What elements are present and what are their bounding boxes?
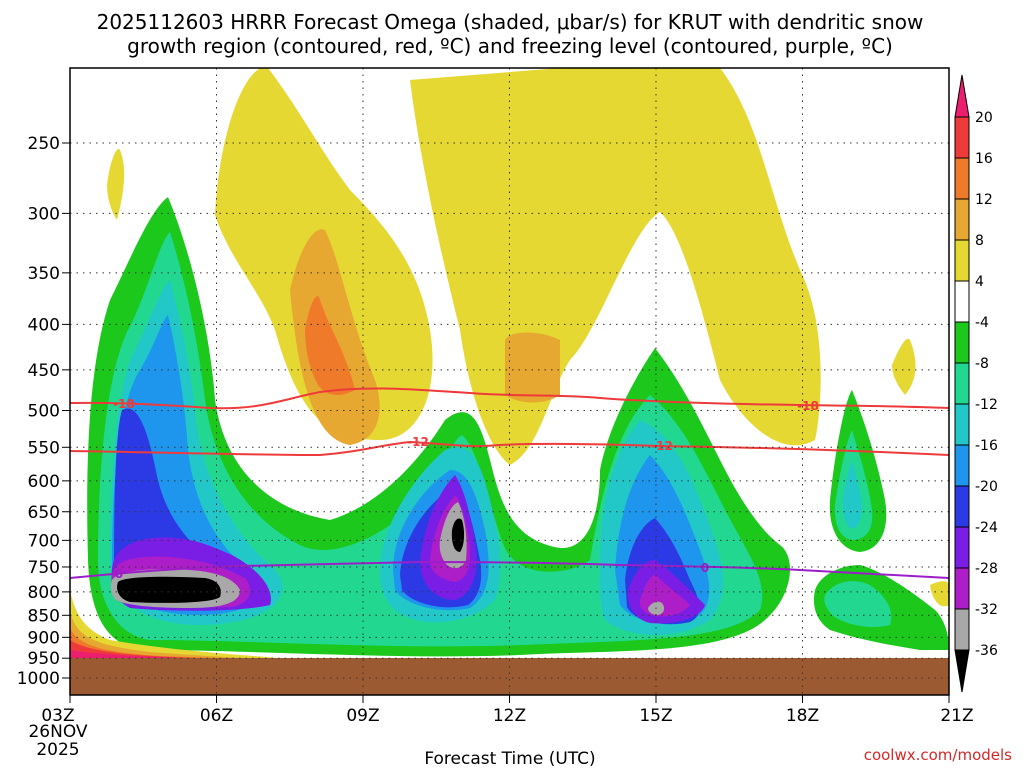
colorbar-label-6: -8 [975,356,989,372]
colorbar-band-11 [954,567,970,610]
colorbar-band-9 [954,485,970,528]
y-tick-label-450: 450 [28,361,60,381]
colorbar-label-0: 20 [975,110,993,126]
colorbar-label-7: -12 [975,397,998,413]
y-tick-label-700: 700 [28,531,60,551]
colorbar-bottom-arrow [954,649,970,693]
colorbar-band-3 [954,239,970,282]
chart-title-line-2: growth region (contoured, red, ºC) and f… [127,34,893,58]
colorbar-label-13: -36 [975,643,998,659]
y-tick-label-300: 300 [28,204,60,224]
y-tick-label-350: 350 [28,264,60,284]
colorbar-label-11: -28 [975,561,998,577]
freezing-level-label-2: 0 [701,561,709,575]
colorbar-label-12: -32 [975,602,998,618]
colorbar: 20 16 12 8 4 -4 -8 -12 -16 -20 -24 -28 -32 -36 [954,74,998,693]
colorbar-band-8 [954,444,970,487]
x-tick-label-03Z: 03Z [41,706,74,726]
y-tick-label-400: 400 [28,315,60,335]
credit-text: coolwx.com/models [863,746,1012,764]
x-tick-label-09Z: 09Z [346,706,379,726]
y-tick-label-250: 250 [28,134,60,154]
y-tick-label-800: 800 [28,583,60,603]
chart-title-line-1: 2025112603 HRRR Forecast Omega (shaded, … [97,10,924,34]
plot-frame [69,67,950,696]
colorbar-label-2: 12 [975,192,993,208]
y-tick-label-950: 950 [28,649,60,669]
y-tick-label-650: 650 [28,503,60,523]
terrain-below-ground [70,658,949,695]
date-label-year: 2025 [36,740,79,760]
x-tick-label-06Z: 06Z [200,706,233,726]
y-tick-label-900: 900 [28,628,60,648]
x-axis: 03Z 06Z 09Z 12Z 15Z 18Z 21Z [41,695,974,726]
y-axis: 2503003504004505005506006507007508008509… [17,134,70,689]
dgz-label-3: -12 [407,435,429,449]
y-tick-label-600: 600 [28,472,60,492]
y-tick-label-850: 850 [28,606,60,626]
x-tick-label-18Z: 18Z [786,706,819,726]
y-tick-label-1000: 1000 [17,669,60,689]
dgz-label-1: -18 [113,397,135,411]
y-tick-label-500: 500 [28,402,60,422]
colorbar-label-1: 16 [975,151,993,167]
dgz-label-4: -12 [651,439,673,453]
colorbar-band-10 [954,526,970,569]
x-axis-title: Forecast Time (UTC) [424,749,595,768]
colorbar-top-arrow [954,74,970,118]
x-tick-label-12Z: 12Z [493,706,526,726]
gridlines [70,68,949,695]
dgz-label-2: -18 [797,399,819,413]
colorbar-band-4 [954,280,970,323]
x-tick-label-15Z: 15Z [639,706,672,726]
colorbar-band-5 [954,321,970,364]
freezing-level-label-1: 0 [115,567,123,581]
y-tick-label-750: 750 [28,558,60,578]
colorbar-band-7 [954,403,970,446]
x-tick-label-21Z: 21Z [940,706,973,726]
colorbar-label-5: -4 [975,315,989,331]
y-tick-label-550: 550 [28,438,60,458]
colorbar-label-8: -16 [975,438,998,454]
colorbar-band-1 [954,157,970,200]
contour-labels: -18 -18 -12 -12 0 0 [113,397,819,581]
colorbar-band-0 [954,116,970,159]
colorbar-band-2 [954,198,970,241]
colorbar-label-3: 8 [975,233,984,249]
colorbar-label-9: -20 [975,479,998,495]
colorbar-band-6 [954,362,970,405]
colorbar-label-10: -24 [975,520,998,536]
colorbar-label-4: 4 [975,274,984,290]
colorbar-band-12 [954,608,970,651]
date-label-day: 26NOV [28,722,87,742]
